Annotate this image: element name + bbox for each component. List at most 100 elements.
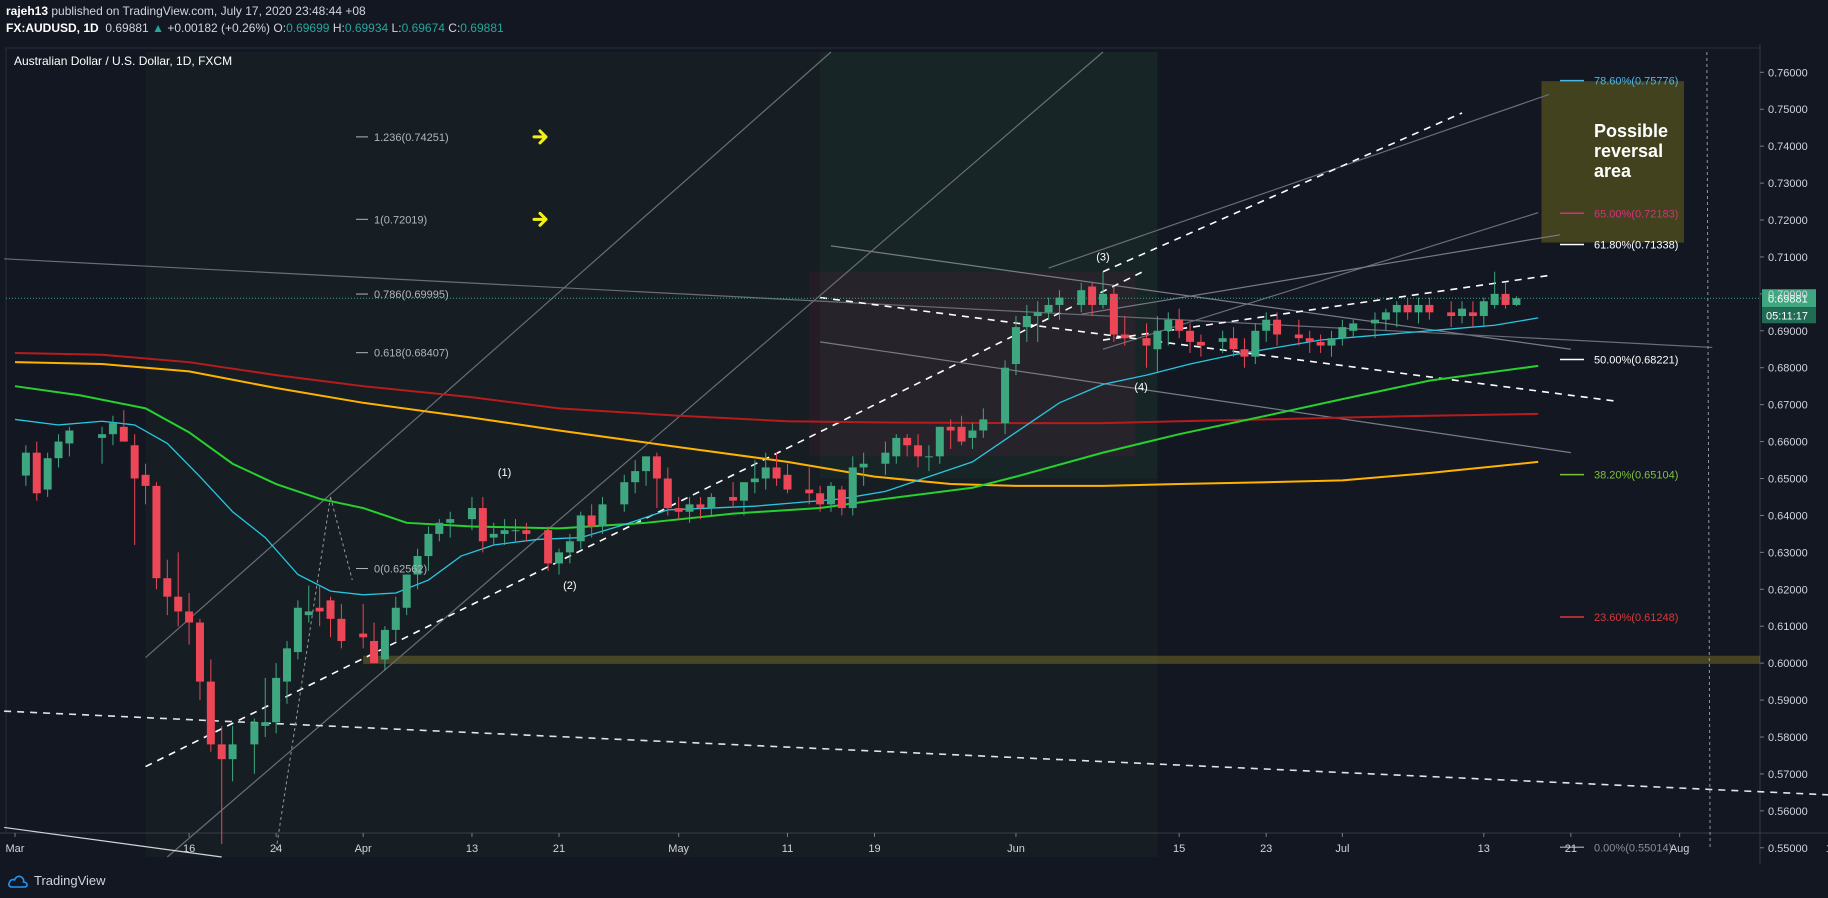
candle-up	[555, 552, 563, 564]
candles	[21, 271, 1521, 845]
x-tick-label: 13	[466, 843, 478, 855]
long-resistance-line	[4, 258, 1713, 349]
y-tick-label: 0.56000	[1768, 806, 1808, 818]
fib-ret-label: 23.60%(0.61248)	[1594, 612, 1678, 624]
descending-channel-top	[830, 245, 1571, 350]
chart-area[interactable]: 1.236(0.74251) 1(0.72019) 0.786(0.69995) 0.…	[0, 44, 1828, 864]
time-axis[interactable]: Mar 16 24 Apr 13 21 May 11 19 Jun 15 23 Jul 13 21 Aug 17	[6, 833, 1828, 855]
fib-ret-label: 78.60%(0.75776)	[1594, 76, 1678, 88]
candle-up	[859, 463, 868, 468]
x-tick-label: 24	[270, 843, 282, 855]
candle-up	[598, 504, 607, 527]
support-zone	[363, 81, 1760, 664]
candle-up	[1414, 304, 1423, 313]
x-tick-label: 23	[1260, 843, 1272, 855]
tradingview-logo[interactable]: TradingView	[8, 873, 106, 888]
x-tick-label: Jun	[1007, 843, 1025, 855]
candle-down	[370, 640, 379, 664]
candle-up	[272, 677, 281, 723]
candle-down	[185, 611, 194, 623]
candle-up	[228, 744, 237, 760]
candle-up	[827, 485, 835, 505]
candle-down	[729, 496, 738, 501]
candle-up	[283, 648, 291, 682]
candle-up	[620, 482, 629, 505]
y-tick-label: 0.63000	[1768, 547, 1808, 559]
candle-down	[1142, 338, 1151, 346]
candle-down	[206, 681, 215, 745]
channel-shade-main	[145, 52, 1158, 857]
fib-ext-label: 0.618(0.68407)	[374, 348, 449, 360]
candle-up	[1392, 304, 1401, 313]
candle-up	[435, 522, 444, 534]
candle-up	[1033, 312, 1042, 317]
candle-down	[174, 596, 183, 612]
candle-up	[1044, 304, 1053, 313]
y-tick-label: 0.59000	[1768, 695, 1808, 707]
descending-channel-bottom	[820, 341, 1571, 454]
candle-up	[413, 556, 422, 575]
x-tick-label: Jul	[1335, 843, 1349, 855]
price-chart[interactable]: 1.236(0.74251) 1(0.72019) 0.786(0.69995) 0.…	[0, 44, 1828, 864]
candle-down	[32, 452, 41, 494]
last-price-text: 0.69881	[1768, 293, 1808, 305]
candle-up	[380, 629, 389, 660]
symbol-name[interactable]: FX:AUDUSD, 1D	[6, 21, 99, 35]
candle-down	[163, 578, 172, 597]
fib-ret-label: 0.00%(0.55014)	[1594, 842, 1672, 854]
author-name[interactable]: rajeh13	[6, 4, 49, 18]
candle-up	[1479, 301, 1488, 317]
close-value: 0.69881	[460, 21, 504, 35]
candle-down	[544, 530, 553, 564]
candle-up	[511, 530, 520, 532]
fib-ret-label: 61.80%(0.71338)	[1594, 239, 1678, 251]
brand-name: TradingView	[34, 873, 106, 888]
y-tick-label: 0.60000	[1768, 658, 1808, 670]
candle-up	[1262, 319, 1271, 331]
ma-green-line	[14, 364, 1539, 530]
candle-down	[1403, 304, 1412, 313]
candle-up	[1164, 319, 1173, 331]
x-tick-label: Aug	[1670, 843, 1690, 855]
x-tick-label: 17	[1826, 843, 1828, 855]
candle-down	[783, 474, 792, 490]
x-tick-label: 11	[782, 843, 793, 855]
candle-up	[750, 478, 759, 483]
open-value: 0.69699	[286, 21, 330, 35]
candle-down	[337, 618, 346, 641]
dashed-uptrend-line	[145, 269, 1147, 768]
y-tick-label: 0.55000	[1768, 843, 1808, 855]
candle-up	[565, 541, 574, 553]
chart-title: Australian Dollar / U.S. Dollar, 1D, FXC…	[14, 54, 232, 68]
y-tick-label: 0.69000	[1768, 326, 1808, 338]
open-label: O:	[273, 21, 287, 35]
candle-down	[1175, 319, 1184, 331]
candle-down	[152, 485, 161, 579]
wave-label: (3)	[1096, 252, 1109, 264]
candle-down	[957, 426, 966, 442]
candle-down	[315, 607, 324, 612]
candle-down	[837, 489, 846, 509]
y-tick-label: 0.68000	[1768, 363, 1808, 375]
price-axis[interactable]: 0.69881 05:11:17 0.76000 0.75000 0.74000 0.73…	[1760, 67, 1816, 855]
candle-down	[1240, 349, 1249, 357]
annotation-text: area	[1594, 161, 1632, 181]
y-tick-label: 0.75000	[1768, 104, 1808, 116]
fib-ret-label: 38.20%(0.65104)	[1594, 470, 1678, 482]
candle-up	[1001, 367, 1010, 424]
annotation-text: reversal	[1594, 141, 1663, 161]
candle-down	[946, 426, 955, 431]
dashed-upper-line	[1102, 112, 1463, 273]
candle-up	[1077, 290, 1086, 305]
high-value: 0.69934	[344, 21, 389, 35]
price-change: +0.00182 (+0.26%)	[167, 21, 271, 35]
candle-down	[914, 445, 923, 457]
candle-down	[587, 515, 596, 527]
candle-down	[326, 600, 335, 619]
candle-up	[848, 467, 857, 509]
fib-ret-label: 50.00%(0.68221)	[1594, 355, 1678, 367]
candle-up	[1490, 293, 1499, 305]
y-tick-label: 0.72000	[1768, 215, 1808, 227]
candle-down	[522, 530, 531, 534]
candle-up	[54, 441, 63, 459]
